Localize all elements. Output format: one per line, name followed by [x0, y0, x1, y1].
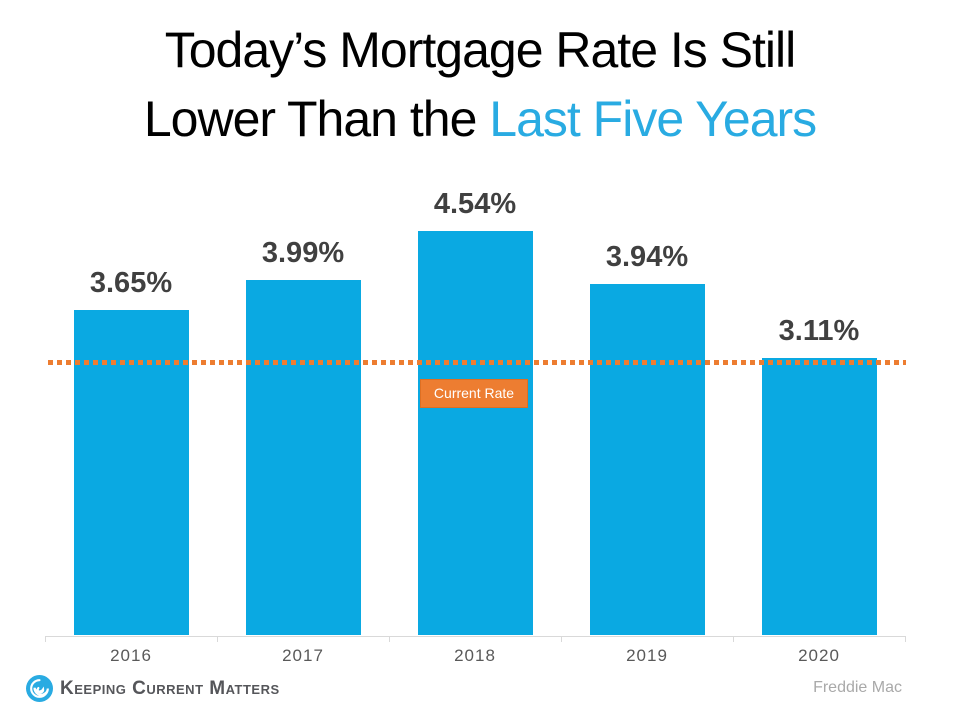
page-title: Today’s Mortgage Rate Is Still Lower Tha…: [0, 16, 960, 154]
x-tick-label-2017: 2017: [282, 646, 324, 665]
bar-value-label-2016: 3.65%: [89, 267, 173, 299]
x-axis-tick: [45, 636, 46, 642]
x-tick-label-2019: 2019: [626, 646, 668, 665]
bar-2016: [73, 310, 189, 635]
bar-value-label-2020: 3.11%: [778, 315, 860, 347]
x-axis-tick: [905, 636, 906, 642]
source-label: Freddie Mac: [813, 679, 902, 696]
x-axis-tick: [733, 636, 734, 642]
x-tick-label-2018: 2018: [454, 646, 496, 665]
bar-2020: [761, 358, 877, 635]
x-tick-label-2016: 2016: [110, 646, 152, 665]
bar-2019: [589, 284, 705, 635]
x-axis-tick: [389, 636, 390, 642]
bar-value-label-2018: 4.54%: [433, 188, 517, 220]
title-line2-highlight: Last Five Years: [489, 91, 817, 147]
title-line2-prefix: Lower Than the: [143, 91, 490, 147]
bar-value-label-2017: 3.99%: [261, 237, 345, 269]
bar-2017: [245, 280, 361, 635]
x-axis-line: [45, 636, 905, 637]
x-tick-label-2020: 2020: [798, 646, 840, 665]
bar-2018: [417, 231, 533, 635]
x-axis-tick: [561, 636, 562, 642]
title-line1: Today’s Mortgage Rate Is Still: [164, 22, 796, 78]
bar-value-label-2019: 3.94%: [605, 241, 689, 273]
x-axis-tick: [217, 636, 218, 642]
current-rate-badge: Current Rate: [420, 379, 528, 408]
current-rate-reference-line: [48, 360, 906, 365]
brand-name: Keeping Current Matters: [60, 677, 280, 699]
brand-logo: Keeping Current Matters: [26, 675, 280, 702]
kcm-swirl-icon: [26, 675, 53, 702]
